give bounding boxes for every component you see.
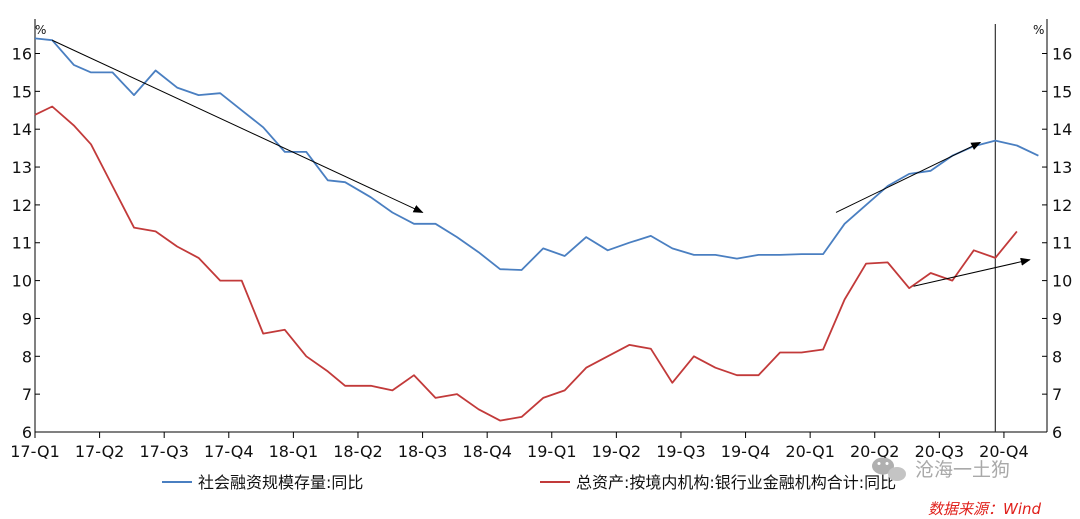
right-unit-label: % xyxy=(1033,23,1044,37)
right-y-tick-label: 13 xyxy=(1052,158,1072,177)
trend-arrow-3 xyxy=(913,257,1031,287)
legend: 社会融资规模存量:同比 总资产:按境内机构:银行业金融机构合计:同比 xyxy=(162,473,896,492)
x-tick-label: 19-Q2 xyxy=(592,442,642,461)
x-tick-label: 18-Q1 xyxy=(269,442,319,461)
x-tick-label: 19-Q4 xyxy=(721,442,771,461)
wechat-icon xyxy=(872,457,906,481)
x-tick-label: 17-Q3 xyxy=(139,442,189,461)
right-y-tick-label: 15 xyxy=(1052,82,1072,101)
x-tick-label: 17-Q1 xyxy=(10,442,60,461)
x-tick-label: 20-Q1 xyxy=(785,442,835,461)
left-y-tick-label: 8 xyxy=(22,347,32,366)
left-y-tick-label: 15 xyxy=(12,82,32,101)
x-tick-label: 20-Q2 xyxy=(850,442,900,461)
left-y-tick-label: 16 xyxy=(12,44,32,63)
legend-label-series-2: 总资产:按境内机构:银行业金融机构合计:同比 xyxy=(576,473,896,492)
watermark-text: 沧海一土狗 xyxy=(915,459,1010,481)
x-tick-label: 19-Q1 xyxy=(527,442,577,461)
trend-arrow-2 xyxy=(835,141,982,213)
right-y-tick-label: 12 xyxy=(1052,196,1072,215)
x-tick-label: 17-Q2 xyxy=(75,442,125,461)
x-tick-label: 17-Q4 xyxy=(204,442,254,461)
x-tick-label: 20-Q4 xyxy=(979,442,1029,461)
watermark: 沧海一土狗 xyxy=(872,457,1010,481)
left-y-tick-label: 7 xyxy=(22,385,32,404)
left-y-tick-label: 12 xyxy=(12,196,32,215)
trend-arrow-1 xyxy=(52,39,424,213)
right-y-tick-label: 6 xyxy=(1052,423,1062,442)
left-y-tick-label: 9 xyxy=(22,309,32,328)
left-y-tick-label: 13 xyxy=(12,158,32,177)
right-y-tick-label: 7 xyxy=(1052,385,1062,404)
right-y-tick-label: 11 xyxy=(1052,234,1072,253)
series-line-2 xyxy=(34,105,1018,422)
source-note: 数据来源：Wind xyxy=(928,500,1042,518)
x-tick-label: 19-Q3 xyxy=(656,442,706,461)
right-y-tick-label: 8 xyxy=(1052,347,1062,366)
x-tick-label: 18-Q3 xyxy=(398,442,448,461)
legend-label-series-1: 社会融资规模存量:同比 xyxy=(198,473,363,492)
right-y-tick-label: 16 xyxy=(1052,44,1072,63)
x-tick-label: 18-Q2 xyxy=(333,442,383,461)
series-line-1 xyxy=(34,37,1039,271)
right-y-tick-label: 10 xyxy=(1052,272,1072,291)
left-y-tick-label: 6 xyxy=(22,423,32,442)
left-y-tick-label: 14 xyxy=(12,120,32,139)
right-y-tick-label: 14 xyxy=(1052,120,1072,139)
left-y-tick-label: 10 xyxy=(12,272,32,291)
right-y-tick-label: 9 xyxy=(1052,309,1062,328)
x-tick-label: 18-Q4 xyxy=(462,442,512,461)
x-tick-label: 20-Q3 xyxy=(915,442,965,461)
left-unit-label: % xyxy=(35,23,46,37)
left-y-tick-label: 11 xyxy=(12,234,32,253)
